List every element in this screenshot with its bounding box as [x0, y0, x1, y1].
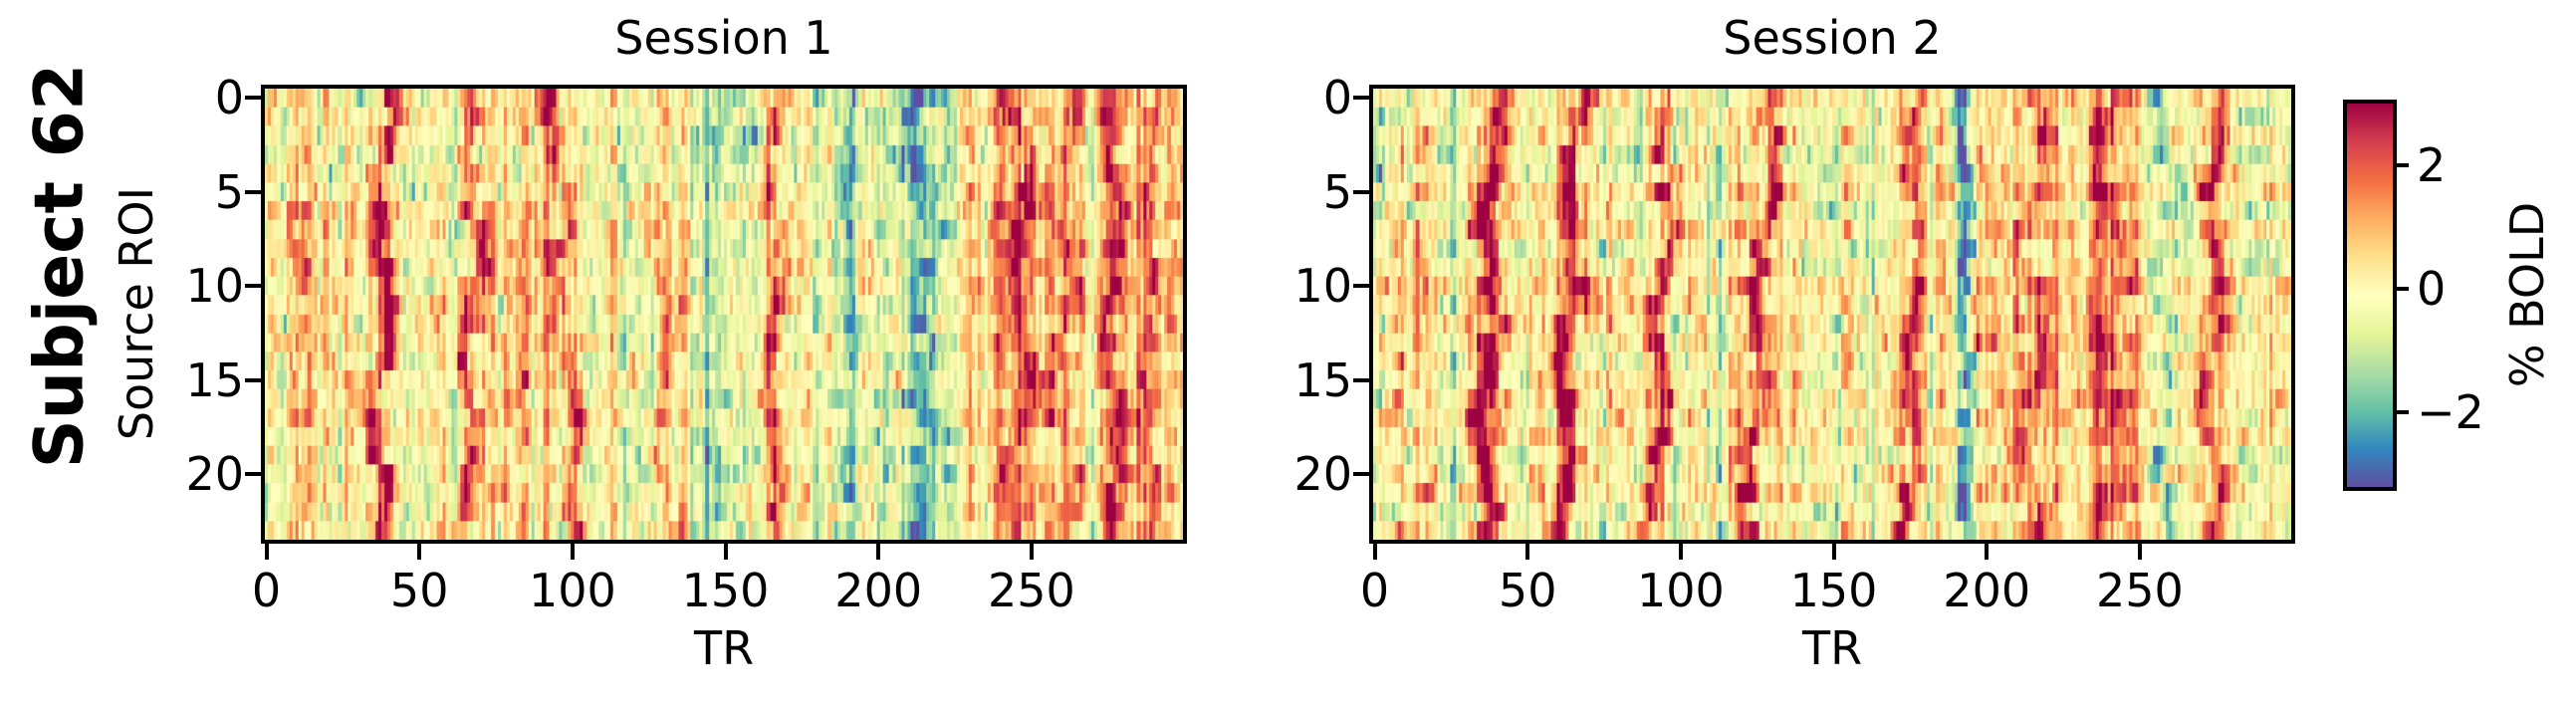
panel-title: Session 1	[614, 11, 833, 65]
x-tick-label: 150	[681, 564, 770, 617]
heatmap-canvas-session-2	[1373, 89, 2291, 540]
subject-row-label: Subject 62	[20, 63, 100, 469]
y-tick-label: 20	[185, 446, 244, 501]
x-tick-label: 200	[1943, 564, 2031, 617]
x-axis-label: TR	[1801, 621, 1863, 675]
x-tick-label: 50	[389, 564, 449, 617]
y-tick-label: 0	[1322, 71, 1352, 125]
x-tick-mark	[1831, 544, 1836, 560]
x-tick-label: 250	[2095, 564, 2184, 617]
x-tick-label: 0	[251, 564, 282, 617]
x-tick-mark	[1678, 544, 1683, 560]
y-tick-label: 10	[185, 259, 244, 314]
x-tick-mark	[570, 544, 575, 560]
x-tick-label: 100	[1636, 564, 1725, 617]
x-tick-mark	[1525, 544, 1530, 560]
x-tick-label: 200	[834, 564, 923, 617]
y-tick-mark	[245, 96, 261, 101]
heatmap-panel-session-2: Session 2 0 5 10 15 20 0 50 100 150 200 250 TR	[1293, 13, 2295, 671]
y-tick-label: 10	[1293, 259, 1352, 314]
x-tick-label: 150	[1789, 564, 1878, 617]
y-tick-mark	[1353, 284, 1369, 289]
heatmap-canvas-session-1	[265, 89, 1183, 540]
y-tick-label: 15	[1293, 353, 1352, 407]
y-tick-mark	[245, 284, 261, 289]
y-tick-mark	[245, 377, 261, 382]
x-tick-label: 250	[987, 564, 1075, 617]
x-tick-label: 100	[528, 564, 616, 617]
x-tick-mark	[2137, 544, 2142, 560]
x-tick-mark	[876, 544, 881, 560]
y-tick-label: 0	[214, 71, 244, 125]
y-tick-mark	[1353, 471, 1369, 476]
x-tick-label: 0	[1359, 564, 1390, 617]
colorbar-tick-mark	[2393, 163, 2409, 168]
x-tick-mark	[1029, 544, 1034, 560]
x-tick-label: 50	[1498, 564, 1557, 617]
y-tick-mark	[245, 471, 261, 476]
y-tick-mark	[1353, 96, 1369, 101]
x-tick-mark	[1985, 544, 1990, 560]
y-tick-label: 20	[1293, 446, 1352, 501]
y-tick-mark	[245, 189, 261, 194]
y-tick-label: 5	[1322, 164, 1352, 219]
x-tick-mark	[1372, 544, 1377, 560]
y-tick-label: 15	[185, 353, 244, 407]
colorbar: 2 0 −2	[2343, 100, 2484, 491]
heatmap-panel-session-1: Session 1 0 5 10 15 20 0 50 100 150 200 250 TR	[185, 13, 1187, 671]
y-tick-label: 5	[214, 164, 244, 219]
y-tick-mark	[1353, 189, 1369, 194]
colorbar-tick-mark	[2393, 287, 2409, 292]
x-tick-mark	[264, 544, 269, 560]
colorbar-tick-label: 0	[2417, 262, 2447, 317]
colorbar-tick-label: 2	[2417, 138, 2447, 193]
y-axis-label: Source ROI	[110, 186, 163, 441]
panel-title: Session 2	[1723, 11, 1942, 65]
y-tick-mark	[1353, 377, 1369, 382]
x-tick-mark	[723, 544, 728, 560]
colorbar-label: % BOLD	[2500, 201, 2554, 388]
x-axis-label: TR	[693, 621, 755, 675]
colorbar-tick-label: −2	[2417, 385, 2484, 440]
colorbar-tick-mark	[2393, 410, 2409, 415]
colorbar-gradient	[2347, 104, 2393, 487]
x-tick-mark	[417, 544, 422, 560]
